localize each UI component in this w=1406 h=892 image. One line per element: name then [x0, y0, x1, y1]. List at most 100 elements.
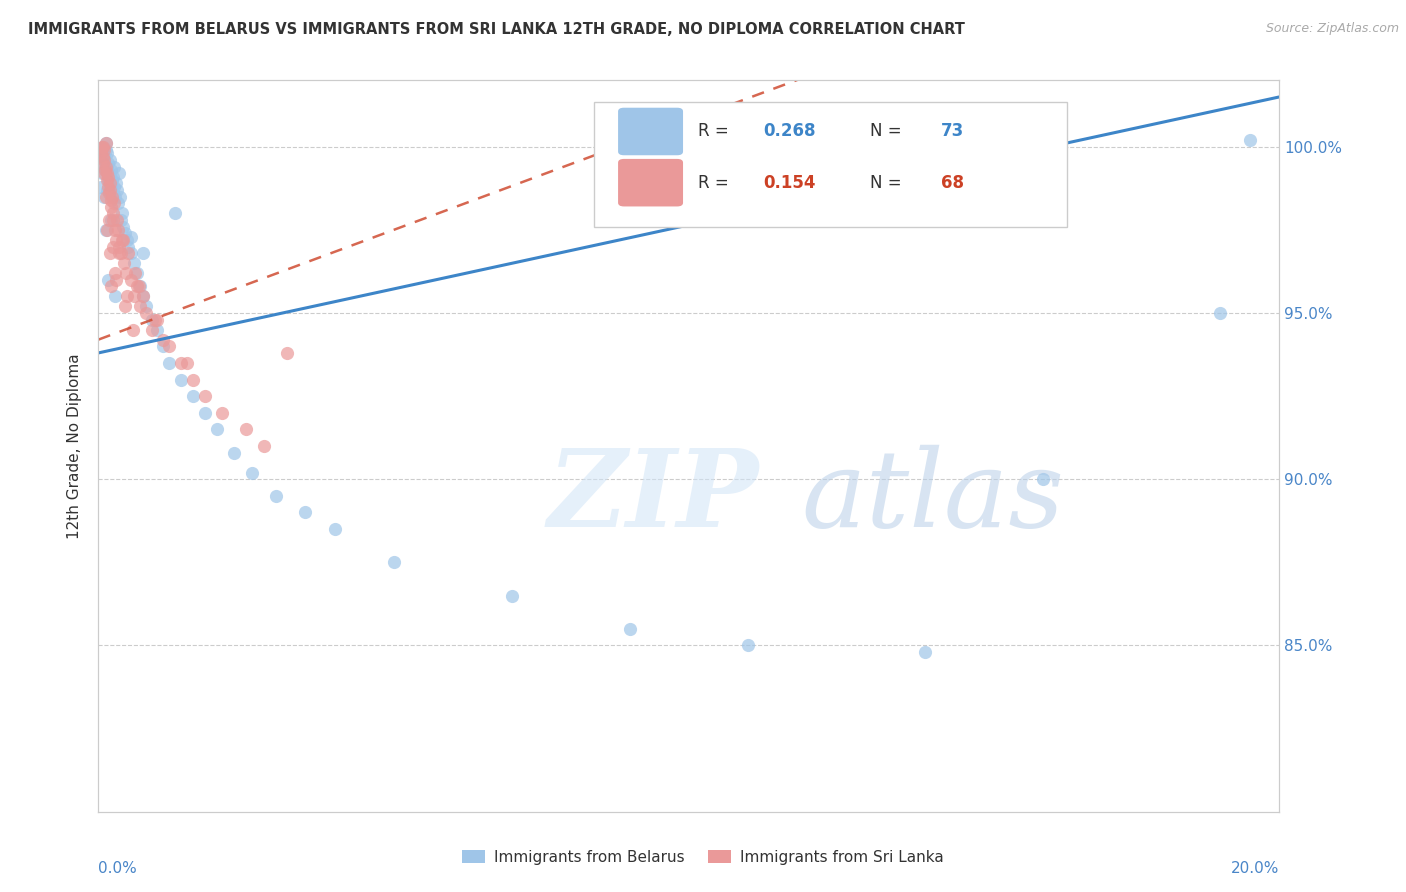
- Point: [107, 196, 129, 211]
- Point: [91, 140, 114, 154]
- Point: [205, 422, 228, 436]
- Point: [194, 389, 217, 403]
- Point: [90, 146, 112, 161]
- Point: [125, 266, 148, 280]
- Point: [157, 356, 180, 370]
- Point: [90, 179, 112, 194]
- Point: [1239, 133, 1261, 147]
- Point: [914, 645, 936, 659]
- Point: [94, 223, 117, 237]
- Point: [170, 356, 193, 370]
- Point: [108, 246, 131, 260]
- Point: [93, 153, 115, 167]
- Point: [103, 179, 125, 194]
- Point: [103, 213, 125, 227]
- Point: [101, 206, 124, 220]
- Point: [110, 213, 132, 227]
- Point: [120, 246, 142, 260]
- Point: [91, 166, 114, 180]
- Point: [157, 339, 180, 353]
- Text: N =: N =: [870, 122, 907, 140]
- Point: [98, 177, 121, 191]
- Point: [96, 173, 118, 187]
- Point: [96, 166, 118, 180]
- Text: 68: 68: [941, 174, 963, 192]
- Point: [141, 312, 163, 326]
- Point: [97, 169, 120, 184]
- Point: [146, 323, 169, 337]
- Point: [382, 555, 405, 569]
- Point: [108, 239, 131, 253]
- Point: [122, 289, 145, 303]
- Point: [98, 186, 121, 201]
- FancyBboxPatch shape: [619, 108, 683, 155]
- Point: [93, 153, 115, 167]
- Point: [98, 213, 121, 227]
- Point: [211, 406, 233, 420]
- Point: [103, 239, 125, 253]
- Point: [114, 266, 136, 280]
- Point: [93, 150, 115, 164]
- Point: [94, 136, 117, 151]
- Point: [176, 356, 198, 370]
- Point: [100, 179, 122, 194]
- Point: [104, 189, 127, 203]
- Point: [501, 589, 523, 603]
- Point: [94, 163, 117, 178]
- Point: [108, 189, 131, 203]
- Point: [105, 183, 128, 197]
- Point: [105, 213, 128, 227]
- Point: [146, 312, 169, 326]
- Point: [181, 389, 204, 403]
- Point: [152, 339, 174, 353]
- Point: [143, 312, 166, 326]
- Point: [101, 173, 124, 187]
- Point: [91, 146, 114, 161]
- Point: [100, 193, 122, 207]
- Point: [94, 136, 117, 151]
- Point: [141, 323, 163, 337]
- Point: [132, 289, 155, 303]
- Point: [112, 219, 135, 234]
- Text: R =: R =: [699, 174, 734, 192]
- Point: [115, 233, 138, 247]
- Point: [170, 372, 193, 386]
- Point: [91, 156, 114, 170]
- Point: [128, 299, 150, 313]
- Point: [152, 333, 174, 347]
- Point: [100, 279, 122, 293]
- Point: [105, 273, 128, 287]
- Point: [100, 200, 122, 214]
- Point: [94, 143, 117, 157]
- Point: [224, 445, 246, 459]
- Point: [181, 372, 204, 386]
- Point: [107, 223, 129, 237]
- Text: ZIP: ZIP: [547, 444, 759, 550]
- Point: [98, 166, 121, 180]
- Text: 0.268: 0.268: [763, 122, 815, 140]
- Point: [128, 279, 150, 293]
- Point: [120, 229, 142, 244]
- Point: [103, 160, 125, 174]
- Point: [1209, 306, 1232, 320]
- Point: [135, 306, 157, 320]
- Point: [96, 223, 118, 237]
- Point: [104, 266, 127, 280]
- Point: [737, 639, 759, 653]
- Point: [100, 163, 122, 178]
- Point: [101, 186, 124, 201]
- Point: [100, 213, 122, 227]
- Point: [91, 140, 114, 154]
- Point: [1032, 472, 1054, 486]
- Point: [132, 246, 155, 260]
- Point: [97, 156, 120, 170]
- Point: [135, 299, 157, 313]
- Point: [93, 166, 115, 180]
- Text: 0.0%: 0.0%: [98, 861, 138, 876]
- Point: [117, 246, 139, 260]
- Point: [132, 289, 155, 303]
- Point: [194, 406, 217, 420]
- Point: [111, 233, 134, 247]
- Text: 0.154: 0.154: [763, 174, 815, 192]
- Point: [323, 522, 346, 536]
